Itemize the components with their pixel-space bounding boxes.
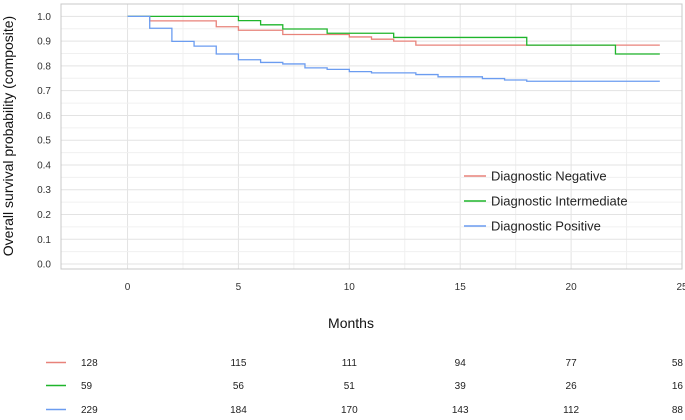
y-tick-label: 0.2 <box>37 210 51 221</box>
risk-count: 229 <box>81 405 98 416</box>
series-line <box>127 15 660 46</box>
risk-count: 56 <box>233 381 245 392</box>
y-tick-label: 0.7 <box>37 86 51 97</box>
y-tick-label: 0.4 <box>37 160 51 171</box>
x-tick-label: 20 <box>566 282 578 293</box>
risk-count: 51 <box>344 381 356 392</box>
y-tick-label: 0.0 <box>37 260 51 271</box>
risk-count: 16 <box>672 381 684 392</box>
risk-count: 115 <box>230 358 246 369</box>
x-tick-label: 15 <box>455 282 467 293</box>
survival-curves <box>127 15 660 82</box>
axis-ticks: 0 5 10 15 20 25 0.0 0.1 0.2 0.3 0.4 0.5 0.6 0.7 0.8 0.9… <box>37 12 685 293</box>
y-tick-label: 0.1 <box>37 235 51 246</box>
risk-count: 184 <box>230 405 247 416</box>
risk-count: 88 <box>672 405 684 416</box>
legend-label: Diagnostic Negative <box>491 169 607 184</box>
risk-count: 94 <box>455 358 467 369</box>
plot-frame <box>60 3 683 270</box>
x-axis-title: Months <box>328 315 374 331</box>
y-tick-label: 0.6 <box>37 111 51 122</box>
series-line <box>127 15 660 55</box>
x-tick-label: 0 <box>125 282 131 293</box>
legend: Diagnostic Negative Diagnostic Intermedia… <box>464 169 628 234</box>
risk-count: 77 <box>566 358 578 369</box>
risk-count: 111 <box>342 358 358 369</box>
y-tick-label: 0.9 <box>37 37 51 48</box>
legend-label: Diagnostic Intermediate <box>491 194 628 209</box>
risk-count: 59 <box>81 381 93 392</box>
x-tick-label: 25 <box>676 282 685 293</box>
series-line <box>127 15 660 82</box>
risk-count: 26 <box>566 381 578 392</box>
y-tick-label: 1.0 <box>37 12 51 23</box>
risk-count: 112 <box>563 405 579 416</box>
risk-count: 170 <box>341 405 358 416</box>
grid <box>61 4 683 269</box>
risk-count: 58 <box>672 358 684 369</box>
risk-table: 128 115 111 94 77 58 59 56 51 39 26 16 229 184 170 143 1… <box>46 358 683 416</box>
y-tick-label: 0.3 <box>37 185 51 196</box>
legend-label: Diagnostic Positive <box>491 219 601 234</box>
x-tick-label: 5 <box>236 282 242 293</box>
y-tick-label: 0.5 <box>37 136 51 147</box>
y-axis-title: Overall survival probability (composite) <box>0 16 16 256</box>
y-tick-label: 0.8 <box>37 61 51 72</box>
risk-count: 128 <box>81 358 98 369</box>
x-tick-label: 10 <box>344 282 356 293</box>
risk-count: 39 <box>455 381 467 392</box>
risk-count: 143 <box>452 405 469 416</box>
